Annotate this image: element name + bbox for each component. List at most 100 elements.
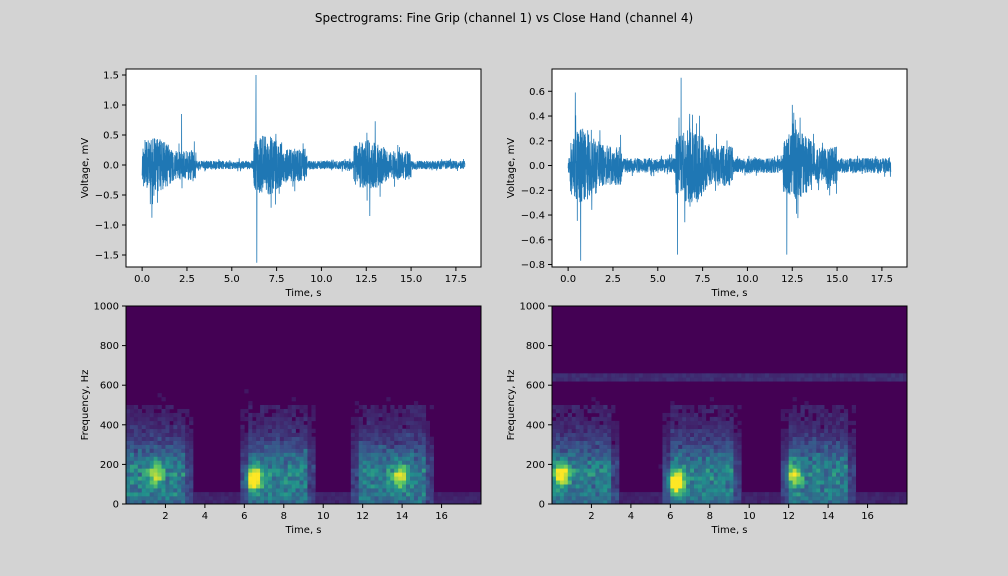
spectrogram-cell bbox=[843, 488, 849, 493]
spectrogram-cell bbox=[283, 480, 289, 485]
spectrogram-cell bbox=[883, 496, 888, 501]
spectrogram-cell bbox=[615, 377, 620, 382]
spectrogram-cell bbox=[366, 480, 371, 485]
spectrogram-cell bbox=[792, 476, 797, 481]
y-tick-label: 800 bbox=[100, 341, 119, 352]
spectrogram-cell bbox=[362, 432, 367, 437]
spectrogram-cell bbox=[252, 492, 257, 497]
spectrogram-cell bbox=[366, 428, 371, 434]
x-tick-label: 7.5 bbox=[269, 274, 285, 285]
spectrogram-cell bbox=[705, 488, 711, 493]
spectrogram-cell bbox=[133, 436, 139, 441]
x-tick-label: 4 bbox=[202, 511, 208, 522]
spectrogram-cell bbox=[181, 448, 186, 453]
spectrogram-cell bbox=[875, 500, 880, 505]
spectrogram-cell bbox=[812, 476, 817, 481]
spectrogram-cell bbox=[650, 496, 655, 501]
spectrogram-cell bbox=[579, 436, 584, 441]
spectrogram-cell bbox=[413, 460, 419, 465]
spectrogram-cell bbox=[678, 424, 683, 430]
spectrogram-cell bbox=[559, 424, 565, 430]
spectrogram-cell bbox=[599, 496, 604, 501]
spectrogram-cell bbox=[690, 468, 695, 473]
spectrogram-cell bbox=[165, 424, 170, 430]
spectrogram-cell bbox=[268, 428, 273, 434]
spectrogram-cell bbox=[599, 416, 604, 422]
spectrogram-cell bbox=[737, 373, 742, 378]
spectrogram-cell bbox=[212, 492, 218, 497]
spectrogram-cell bbox=[275, 444, 281, 449]
spectrogram-cell bbox=[169, 436, 174, 441]
spectrogram-ch1-xlabel: Time, s bbox=[284, 525, 321, 536]
spectrogram-cell bbox=[425, 452, 431, 457]
spectrogram-cell bbox=[157, 500, 162, 505]
spectrogram-cell bbox=[394, 484, 399, 489]
spectrogram-cell bbox=[149, 484, 154, 489]
spectrogram-cell bbox=[283, 468, 289, 473]
spectrogram-cell bbox=[461, 500, 466, 505]
spectrogram-cell bbox=[129, 432, 135, 437]
spectrogram-cell bbox=[820, 468, 825, 473]
spectrogram-cell bbox=[303, 440, 308, 445]
spectrogram-cell bbox=[662, 480, 667, 485]
spectrogram-cell bbox=[291, 500, 296, 505]
spectrogram-cell bbox=[615, 488, 620, 493]
spectrogram-cell bbox=[591, 456, 596, 461]
spectrogram-cell bbox=[406, 468, 411, 473]
spectrogram-cell bbox=[686, 377, 691, 382]
spectrogram-cell bbox=[808, 484, 813, 489]
spectrogram-cell bbox=[354, 408, 360, 414]
spectrogram-cell bbox=[611, 448, 616, 453]
spectrogram-cell bbox=[619, 500, 624, 505]
signal-ch1-xlabel: Time, s bbox=[284, 288, 321, 299]
spectrogram-cell bbox=[607, 496, 612, 501]
spectrogram-cell bbox=[824, 460, 829, 465]
spectrogram-cell bbox=[709, 373, 715, 378]
spectrogram-cell bbox=[252, 484, 257, 489]
spectrogram-cell bbox=[591, 496, 596, 501]
spectrogram-cell bbox=[133, 496, 139, 501]
spectrogram-cell bbox=[398, 436, 403, 441]
spectrogram-cell bbox=[429, 440, 434, 445]
spectrogram-cell bbox=[800, 405, 805, 410]
spectrogram-cell bbox=[686, 468, 691, 473]
spectrogram-cell bbox=[406, 440, 411, 445]
spectrogram-cell bbox=[185, 464, 190, 469]
spectrogram-cell bbox=[843, 496, 849, 501]
spectrogram-cell bbox=[851, 476, 857, 481]
spectrogram-cell bbox=[662, 412, 667, 418]
spectrogram-cell bbox=[816, 373, 821, 378]
spectrogram-cell bbox=[390, 436, 395, 441]
spectrogram-cell bbox=[839, 464, 845, 469]
spectrogram-cell bbox=[788, 428, 793, 434]
spectrogram-cell bbox=[559, 472, 565, 477]
y-tick-label: 200 bbox=[526, 460, 545, 471]
spectrogram-cell bbox=[283, 492, 289, 497]
spectrogram-cell bbox=[141, 416, 147, 422]
spectrogram-cell bbox=[603, 460, 608, 465]
spectrogram-cell bbox=[812, 480, 817, 485]
spectrogram-cell bbox=[413, 484, 419, 489]
spectrogram-cell bbox=[690, 377, 695, 382]
spectrogram-cell bbox=[161, 484, 166, 489]
spectrogram-cell bbox=[228, 492, 233, 497]
spectrogram-cell bbox=[244, 416, 249, 422]
spectrogram-cell bbox=[859, 377, 864, 382]
spectrogram-cell bbox=[185, 484, 190, 489]
spectrogram-cell bbox=[674, 444, 679, 449]
spectrogram-cell bbox=[169, 488, 174, 493]
spectrogram-cell bbox=[670, 440, 675, 445]
spectrogram-cell bbox=[406, 424, 411, 430]
spectrogram-cell bbox=[567, 456, 573, 461]
spectrogram-cell bbox=[780, 448, 786, 453]
spectrogram-cell bbox=[772, 377, 778, 382]
spectrogram-cell bbox=[776, 492, 782, 497]
spectrogram-cell bbox=[421, 488, 427, 493]
spectrogram-cell bbox=[808, 373, 813, 378]
spectrogram-cell bbox=[666, 424, 671, 430]
spectrogram-cell bbox=[646, 492, 651, 497]
spectrogram-cell bbox=[268, 420, 273, 426]
spectrogram-cell bbox=[417, 500, 423, 505]
spectrogram-cell bbox=[386, 428, 391, 434]
signal-ch1-ylabel: Voltage, mV bbox=[80, 138, 91, 199]
